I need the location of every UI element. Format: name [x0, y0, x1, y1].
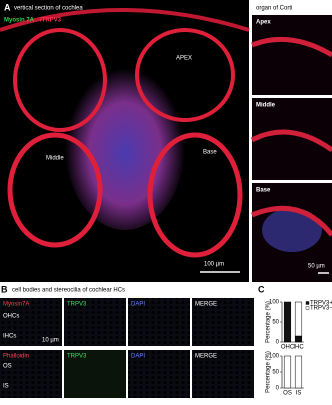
- bar-segment: [283, 355, 292, 389]
- annotation: Middle: [46, 156, 64, 162]
- annotation: IS: [3, 384, 9, 390]
- annotation: Base: [203, 150, 217, 156]
- annotation: OS: [3, 364, 12, 370]
- x-tick-label: OHC: [281, 345, 295, 351]
- channel-label: DAPI: [131, 302, 145, 308]
- channel-label: TRPV3: [67, 302, 87, 308]
- annotation: OHCs: [3, 314, 19, 320]
- legend-swatch: [305, 306, 310, 310]
- legend-label: TRPV3+: [310, 301, 332, 307]
- scale-bar-label: 10 µm: [42, 338, 59, 344]
- panel-title: vertical section of cochlea: [14, 6, 83, 12]
- y-axis-label: Percentage (%): [266, 351, 272, 393]
- subpanel-label: Middle: [256, 103, 276, 109]
- y-tick-label: 0: [276, 340, 280, 346]
- bar-segment: [294, 335, 303, 343]
- panel-label: B: [1, 284, 8, 294]
- channel-label: MERGE: [195, 302, 217, 308]
- x-tick-label: IS: [296, 391, 302, 397]
- organ-of-corti-images: [250, 15, 332, 282]
- y-tick-label: 0: [276, 386, 280, 392]
- scale-bar-label: 100 µm: [204, 262, 224, 268]
- stain-label: Myosin 7A: [4, 18, 35, 24]
- annotation: APEX: [176, 56, 192, 62]
- annotation: IHCs: [3, 334, 16, 340]
- bar-segment: [283, 301, 292, 343]
- channel-label: TRPV3: [67, 354, 87, 360]
- bar-segment: [294, 355, 303, 389]
- channel-label: MERGE: [195, 354, 217, 360]
- x-tick-label: OS: [283, 391, 292, 397]
- scale-bar-label: 50 µm: [308, 264, 325, 270]
- subpanel-label: Apex: [256, 20, 271, 26]
- channel-label: Myosin7A: [3, 302, 29, 308]
- cochlea-image: [0, 0, 250, 282]
- panel-label: A: [4, 2, 11, 12]
- panel-title: organ of Corti: [256, 6, 292, 12]
- y-tick-label: 100: [269, 300, 280, 306]
- panel-title: cell bodies and stereocilia of cochlear …: [12, 288, 125, 294]
- subpanel-label: Base: [256, 188, 271, 194]
- y-tick-label: 100: [269, 354, 280, 360]
- panel-label: C: [258, 284, 265, 294]
- hc-images: [0, 298, 254, 398]
- legend-swatch: [305, 301, 310, 305]
- stain-label: /TRPV3: [40, 18, 62, 24]
- y-axis-label: Percentage (%): [266, 301, 272, 343]
- y-tick-label: 50: [272, 370, 279, 376]
- channel-label: Phalloidin: [3, 354, 29, 360]
- y-tick-label: 50: [272, 320, 279, 326]
- legend-label: TRPV3−: [310, 306, 332, 312]
- bar-segment: [294, 301, 303, 337]
- channel-label: DAPI: [131, 354, 145, 360]
- x-tick-label: IHC: [293, 345, 304, 351]
